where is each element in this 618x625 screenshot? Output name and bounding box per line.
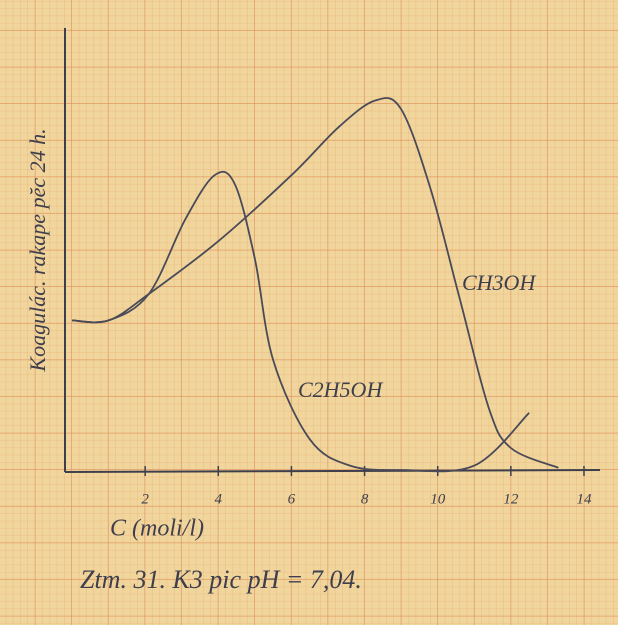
line — [71, 170, 530, 473]
x-tick-label: 2 — [141, 491, 149, 507]
x-tick-label: 10 — [430, 491, 446, 507]
caption: Ztm. 31. K3 pic pH = 7,04. — [80, 565, 362, 594]
x-tick-label: 4 — [215, 491, 223, 507]
y-axis-label: Koagulác. rakape pĕc 24 h. — [25, 128, 50, 372]
x-tick-label: 8 — [361, 491, 369, 507]
line — [71, 97, 559, 469]
x-tick-label: 12 — [503, 491, 519, 507]
x-tick-label: 6 — [288, 491, 296, 507]
series-label: C2H5OH — [298, 377, 383, 402]
x-tick-label: 14 — [577, 491, 593, 507]
series-label: CH3OH — [462, 270, 536, 295]
x-axis-label: C (moli/l) — [110, 516, 204, 542]
